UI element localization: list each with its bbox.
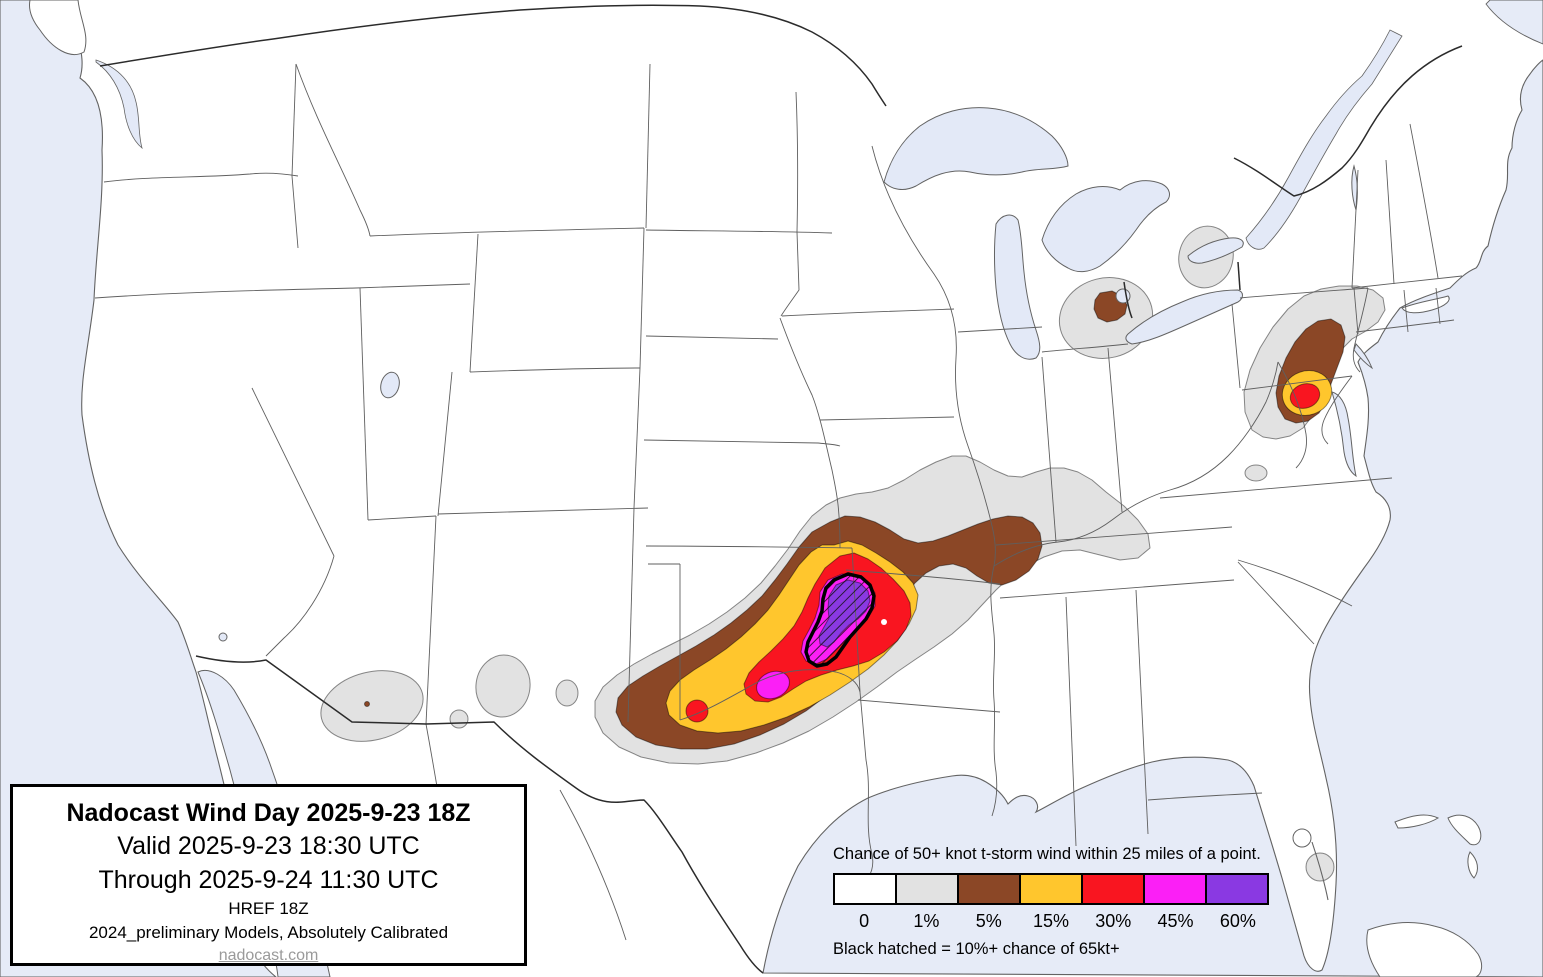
canada-border-niagara	[1237, 261, 1241, 291]
contour-1pct-virginia	[1244, 464, 1268, 482]
legend-label-60pct: 60%	[1219, 911, 1256, 931]
chesapeake-bay	[1331, 391, 1357, 478]
florida-coast-restroke	[1311, 841, 1329, 901]
legend-hatched-note: Black hatched = 10%+ chance of 65kt+	[833, 940, 1120, 958]
bahamas-island-3	[1467, 851, 1478, 879]
gulf-of-st-lawrence	[1485, 0, 1543, 45]
contour-1pct-small-2	[555, 679, 579, 707]
legend-label-15pct: 15%	[1032, 911, 1069, 931]
legend-label-30pct: 30%	[1095, 911, 1132, 931]
lake-huron	[1041, 180, 1170, 273]
bahamas-island-1	[1394, 814, 1440, 829]
state-borders	[94, 63, 1463, 941]
great-lakes	[218, 107, 1374, 642]
legend-swatch-45pct	[1143, 873, 1207, 905]
canada-border-detroit	[1123, 281, 1133, 319]
canada-border-northeast	[1233, 45, 1463, 197]
lake-erie	[1125, 289, 1243, 345]
nadocast-link[interactable]: nadocast.com	[218, 947, 319, 964]
lake-okeechobee	[1292, 828, 1312, 848]
nadocast-link-row: nadocast.com	[13, 945, 524, 967]
contour-45pct-south-spot	[756, 670, 790, 700]
islands	[1366, 295, 1483, 977]
lake-michigan	[994, 214, 1041, 360]
forecast-model: HREF 18Z	[228, 899, 309, 918]
legend-label-45pct: 45%	[1157, 911, 1194, 931]
legend-swatch-15pct	[1019, 873, 1083, 905]
lake-superior	[883, 107, 1069, 190]
national-borders	[99, 4, 1463, 974]
probability-legend: Chance of 50+ knot t-storm wind within 2…	[833, 845, 1269, 959]
forecast-title-box: Nadocast Wind Day 2025-9-23 18Z Valid 20…	[10, 784, 527, 966]
legend-swatch-60pct	[1205, 873, 1269, 905]
hatched-65kt-region	[804, 572, 876, 668]
legend-swatch-0	[833, 873, 897, 905]
contour-30pct-west-spot	[685, 699, 709, 723]
bahamas-island-2	[1447, 814, 1482, 846]
legend-title: Chance of 50+ knot t-storm wind within 2…	[833, 845, 1261, 863]
cuba	[1366, 922, 1483, 977]
small-lake-in-red	[881, 619, 887, 625]
mexico-border	[195, 655, 764, 974]
legend-label-0: 0	[859, 911, 870, 931]
canada-border-west	[99, 4, 887, 107]
salton-sea	[218, 632, 228, 642]
legend-swatch-1pct	[895, 873, 959, 905]
forecast-title: Nadocast Wind Day 2025-9-23 18Z	[66, 799, 471, 827]
delaware-bay	[1353, 343, 1374, 370]
contour-1pct-small-1	[449, 709, 469, 729]
legend-swatch-30pct	[1081, 873, 1145, 905]
legend-labels: 0 1% 5% 15% 30% 45% 60%	[833, 911, 1269, 932]
puget-sound	[95, 59, 143, 150]
legend-swatch-5pct	[957, 873, 1021, 905]
legend-label-5pct: 5%	[975, 911, 1002, 931]
legend-label-1pct: 1%	[913, 911, 940, 931]
st-lawrence-river	[1245, 29, 1403, 250]
great-salt-lake	[380, 371, 400, 399]
lake-ontario	[1187, 237, 1244, 264]
legend-color-bar	[833, 873, 1269, 905]
contour-1pct-new-mexico	[475, 654, 531, 718]
forecast-through-time: Through 2025-9-24 11:30 UTC	[98, 866, 439, 894]
gulf-and-atlantic-ocean	[762, 59, 1543, 977]
forecast-valid-time: Valid 2025-9-23 18:30 UTC	[117, 832, 420, 860]
forecast-calibration: 2024_preliminary Models, Absolutely Cali…	[88, 923, 449, 942]
vancouver-island	[29, 0, 87, 55]
contour-5pct-arizona-dot	[364, 701, 370, 707]
